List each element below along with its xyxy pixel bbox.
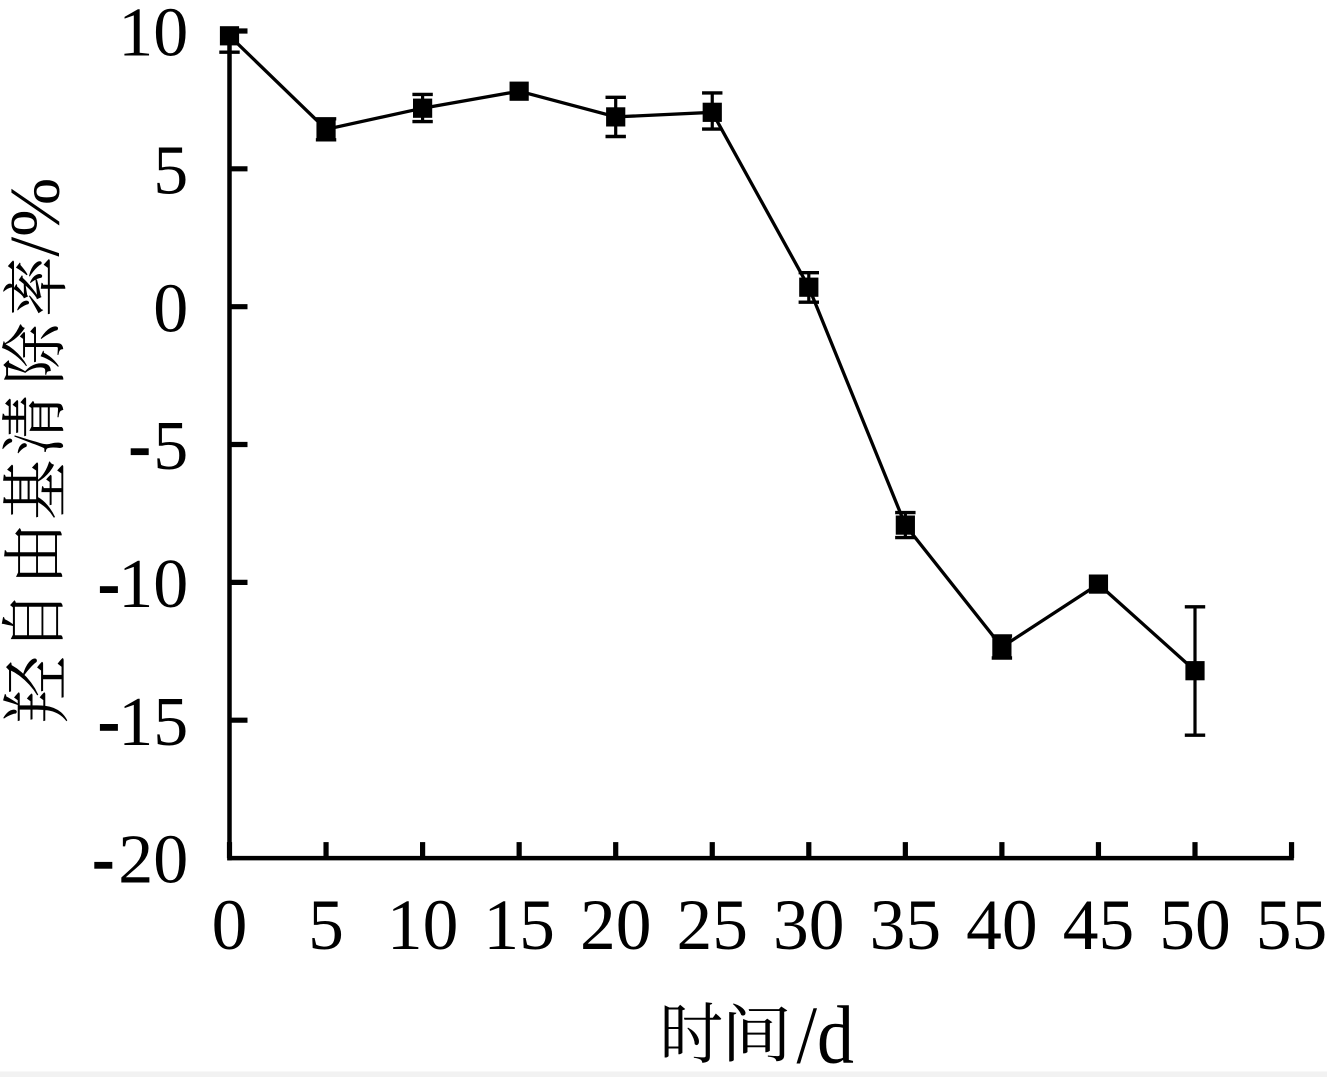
svg-text:5: 5: [308, 886, 344, 965]
svg-text:30: 30: [773, 886, 845, 965]
svg-text:50: 50: [1159, 886, 1231, 965]
svg-text:55: 55: [1256, 886, 1327, 965]
svg-text:10: 10: [387, 886, 459, 965]
svg-text:40: 40: [966, 886, 1038, 965]
svg-text:10: 10: [118, 0, 188, 72]
svg-text:0: 0: [153, 270, 188, 347]
svg-text:5: 5: [153, 132, 188, 209]
svg-text:0: 0: [212, 886, 248, 965]
svg-text:/d: /d: [797, 989, 854, 1077]
svg-text:45: 45: [1063, 886, 1135, 965]
svg-text:15: 15: [483, 886, 555, 965]
svg-text:35: 35: [870, 886, 942, 965]
svg-text:15: 15: [118, 684, 188, 761]
svg-text:20: 20: [580, 886, 652, 965]
svg-text:5: 5: [153, 408, 188, 485]
svg-text:20: 20: [118, 822, 188, 899]
svg-text:/%: /%: [0, 178, 74, 257]
svg-text:25: 25: [677, 886, 749, 965]
svg-text:10: 10: [118, 546, 188, 623]
